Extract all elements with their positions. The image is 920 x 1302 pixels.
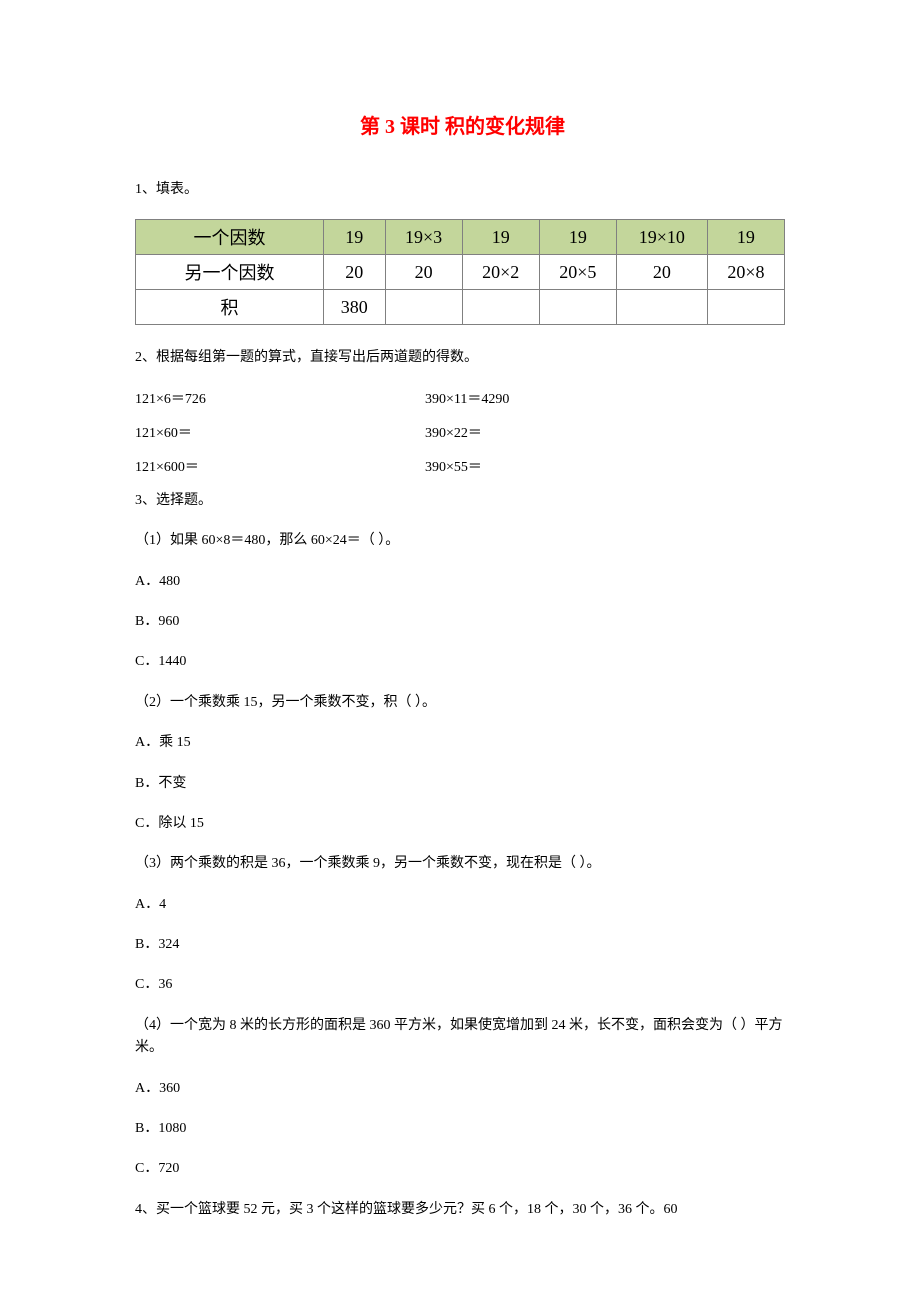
q2-p0-left: 121×6＝726: [135, 388, 425, 408]
q3-1-optA: A．480: [135, 571, 790, 593]
q2-p1-left: 121×60＝: [135, 422, 425, 442]
q3-3-optA: A．4: [135, 894, 790, 916]
q3-1-optC: C．1440: [135, 651, 790, 673]
q1-r1c4: 20×5: [539, 255, 616, 290]
q1-r2c6: [707, 290, 784, 325]
q1-r1c5: 20: [616, 255, 707, 290]
q1-r1c3: 20×2: [462, 255, 539, 290]
q3-4-optC: C．720: [135, 1158, 790, 1180]
q2-p0-right: 390×11＝4290: [425, 388, 790, 408]
q3-prompt: 3、选择题。: [135, 490, 790, 512]
q4-prompt: 4、买一个篮球要 52 元，买 3 个这样的篮球要多少元？买 6 个，18 个，…: [135, 1199, 790, 1221]
q3-2-optB: B．不变: [135, 773, 790, 795]
q1-prompt: 1、填表。: [135, 179, 790, 201]
q1-r0c6: 19: [707, 220, 784, 255]
q3-3-stem: （3）两个乘数的积是 36，一个乘数乘 9，另一个乘数不变，现在积是（ ）。: [135, 853, 790, 875]
q1-r2c2: [385, 290, 462, 325]
q3-2-stem: （2）一个乘数乘 15，另一个乘数不变，积（ ）。: [135, 692, 790, 714]
q3-1-optB: B．960: [135, 611, 790, 633]
q1-r0c1: 19: [324, 220, 386, 255]
q2-p1-right: 390×22＝: [425, 422, 790, 442]
q3-2-optA: A．乘 15: [135, 732, 790, 754]
q2-p2-right: 390×55＝: [425, 456, 790, 476]
q2-prompt: 2、根据每组第一题的算式，直接写出后两道题的得数。: [135, 347, 790, 369]
q1-r1c1: 20: [324, 255, 386, 290]
q1-r2c1: 380: [324, 290, 386, 325]
q1-r0c4: 19: [539, 220, 616, 255]
q3-2-optC: C．除以 15: [135, 813, 790, 835]
q1-r1c2: 20: [385, 255, 462, 290]
q2-p2-left: 121×600＝: [135, 456, 425, 476]
q1-r1c0: 另一个因数: [136, 255, 324, 290]
q3-1-stem: （1）如果 60×8＝480，那么 60×24＝（ ）。: [135, 530, 790, 552]
q1-r0c0: 一个因数: [136, 220, 324, 255]
q1-r2c4: [539, 290, 616, 325]
q3-4-stem: （4）一个宽为 8 米的长方形的面积是 360 平方米，如果使宽增加到 24 米…: [135, 1015, 790, 1060]
q1-r0c2: 19×3: [385, 220, 462, 255]
page-title: 第 3 课时 积的变化规律: [135, 110, 790, 139]
q1-table: 一个因数 19 19×3 19 19 19×10 19 另一个因数 20 20 …: [135, 219, 785, 325]
q1-r0c3: 19: [462, 220, 539, 255]
q1-r2c0: 积: [136, 290, 324, 325]
q1-r1c6: 20×8: [707, 255, 784, 290]
q1-r0c5: 19×10: [616, 220, 707, 255]
q3-3-optB: B．324: [135, 934, 790, 956]
q3-3-optC: C．36: [135, 974, 790, 996]
q1-r2c5: [616, 290, 707, 325]
q3-4-optB: B．1080: [135, 1118, 790, 1140]
q1-r2c3: [462, 290, 539, 325]
q3-4-optA: A．360: [135, 1078, 790, 1100]
